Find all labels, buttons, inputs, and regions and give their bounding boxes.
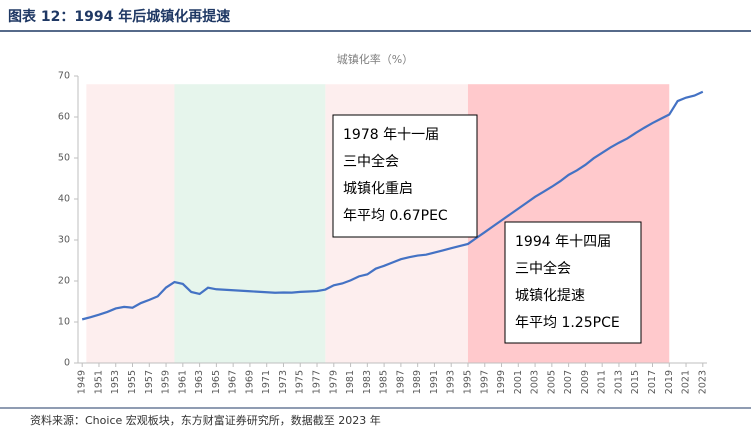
annotation-text: 城镇化提速 (515, 288, 585, 304)
y-tick-label: 40 (58, 194, 70, 205)
x-tick-label: 1965 (211, 370, 222, 394)
x-tick-label: 1979 (328, 370, 339, 394)
x-tick-label: 1951 (93, 370, 104, 394)
x-tick-label: 2005 (546, 370, 557, 394)
x-tick-label: 1999 (496, 370, 507, 394)
x-tick-label: 2013 (613, 370, 624, 394)
y-tick-label: 60 (58, 112, 70, 123)
period-band (174, 84, 326, 363)
x-tick-label: 1969 (244, 370, 255, 394)
x-tick-label: 1989 (412, 370, 423, 394)
x-tick-label: 1967 (228, 370, 239, 394)
x-tick-label: 2021 (681, 370, 692, 394)
x-tick-label: 1953 (110, 370, 121, 394)
annotation-text: 年平均 1.25PCE (515, 315, 620, 331)
x-tick-label: 2017 (647, 370, 658, 394)
x-tick-label: 2001 (513, 370, 524, 394)
x-tick-label: 2011 (597, 370, 608, 394)
x-tick-label: 1975 (295, 370, 306, 394)
x-tick-label: 1995 (462, 370, 473, 394)
annotation-text: 三中全会 (343, 153, 399, 170)
x-tick-label: 1959 (161, 370, 172, 394)
y-tick-label: 30 (58, 235, 70, 246)
x-tick-label: 1983 (362, 370, 373, 394)
x-tick-label: 2015 (630, 370, 641, 394)
x-tick-label: 2007 (563, 370, 574, 394)
x-tick-label: 1949 (77, 370, 88, 394)
annotation-text: 城镇化重启 (343, 181, 413, 197)
annotation-box (504, 221, 642, 344)
x-tick-label: 1977 (312, 370, 323, 394)
x-tick-label: 1963 (194, 370, 205, 394)
x-tick-label: 1987 (395, 370, 406, 394)
x-tick-label: 2023 (697, 370, 708, 394)
figure-title: 图表 12：1994 年后城镇化再提速 (8, 8, 230, 25)
x-tick-label: 1993 (446, 370, 457, 394)
annotation-text: 1978 年十一届 (343, 127, 439, 143)
period-band (86, 84, 175, 363)
x-tick-label: 1997 (479, 370, 490, 394)
x-tick-label: 1991 (429, 370, 440, 394)
x-tick-label: 2003 (530, 370, 541, 394)
y-tick-label: 0 (64, 358, 70, 369)
x-tick-label: 1961 (177, 370, 188, 394)
annotation-text: 年平均 0.67PEC (343, 208, 448, 224)
series-line (81, 90, 704, 321)
x-tick-label: 1973 (278, 370, 289, 394)
x-tick-label: 1957 (144, 370, 155, 394)
y-tick-label: 10 (58, 317, 70, 328)
x-tick-label: 1981 (345, 370, 356, 394)
annotation-box (332, 114, 478, 238)
x-tick-label: 1971 (261, 370, 272, 394)
chart-title: 城镇化率（%） (337, 52, 413, 66)
x-tick-label: 2019 (664, 370, 675, 394)
annotation-text: 三中全会 (515, 260, 571, 277)
x-tick-label: 1955 (127, 370, 138, 394)
y-tick-label: 20 (58, 276, 70, 287)
x-tick-label: 2009 (580, 370, 591, 394)
source: 资料来源：Choice 宏观板块，东方财富证券研究所，数据截至 2023 年 (30, 413, 381, 427)
x-tick-label: 1985 (379, 370, 390, 394)
y-tick-label: 50 (58, 153, 70, 164)
y-tick-label: 70 (58, 71, 70, 82)
annotation-text: 1994 年十四届 (515, 234, 611, 250)
